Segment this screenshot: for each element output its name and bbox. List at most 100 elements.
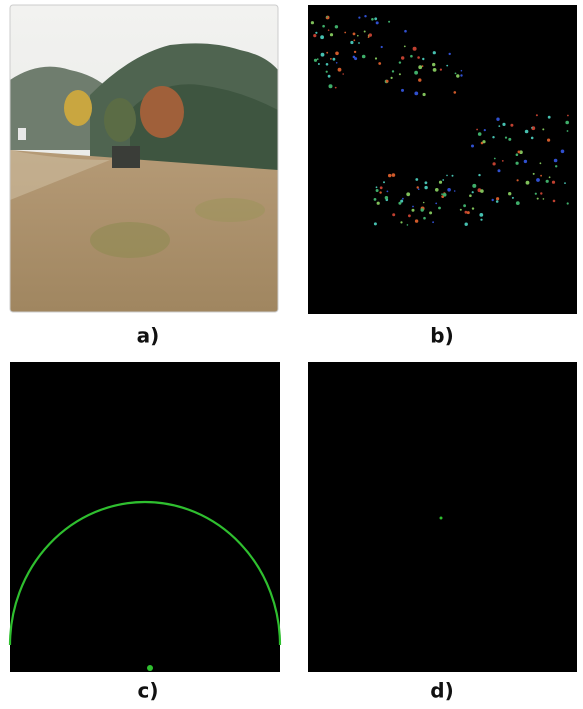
point [415, 178, 418, 181]
point [554, 159, 558, 163]
point [321, 53, 325, 57]
point [402, 198, 404, 200]
point [335, 87, 337, 89]
point [561, 150, 565, 154]
point [391, 77, 393, 79]
point [371, 18, 374, 21]
point [376, 189, 379, 192]
point [392, 213, 395, 216]
point [548, 116, 551, 119]
point [412, 206, 414, 208]
point [432, 63, 435, 66]
point [479, 213, 483, 217]
point [446, 65, 448, 67]
point [379, 191, 381, 193]
point [378, 62, 381, 65]
point [549, 176, 551, 178]
point [435, 203, 437, 205]
point [553, 200, 556, 203]
point [465, 223, 468, 226]
point [328, 75, 331, 78]
point [508, 192, 511, 195]
point [357, 35, 359, 37]
point [377, 202, 380, 205]
point [335, 52, 339, 56]
point [311, 21, 314, 24]
point [415, 219, 418, 222]
point [350, 41, 353, 44]
point [543, 198, 545, 200]
point [452, 175, 454, 177]
point [476, 129, 478, 131]
point [524, 160, 527, 163]
point [535, 193, 537, 195]
point [383, 181, 385, 183]
point [422, 58, 424, 60]
point [432, 221, 434, 223]
point [439, 181, 442, 184]
point [330, 33, 333, 36]
point [478, 132, 482, 136]
point [496, 200, 499, 203]
point [369, 33, 372, 36]
point [364, 15, 366, 17]
point [399, 73, 401, 75]
point [344, 32, 346, 34]
point [376, 186, 378, 188]
point [482, 140, 485, 143]
point [537, 198, 539, 200]
point [388, 174, 391, 177]
point [354, 57, 357, 60]
point [410, 55, 413, 58]
point [326, 63, 329, 66]
point [381, 46, 383, 48]
point [508, 138, 511, 141]
point [392, 173, 396, 177]
point [414, 92, 418, 96]
point [472, 191, 474, 193]
point [449, 53, 451, 55]
figure: a) b) c) d) [0, 0, 583, 709]
point [322, 25, 325, 28]
point [555, 165, 557, 167]
point [510, 124, 513, 127]
point [565, 121, 569, 125]
point [380, 186, 383, 189]
point [353, 33, 356, 36]
point [417, 56, 420, 59]
point [400, 221, 402, 223]
point [333, 58, 336, 61]
panel-label: c) [138, 679, 159, 703]
point [492, 199, 494, 201]
point [546, 180, 549, 183]
point [424, 186, 427, 189]
point [564, 182, 566, 184]
point [413, 47, 417, 51]
point [536, 114, 538, 116]
point [525, 130, 529, 134]
point [423, 217, 426, 220]
point [358, 17, 360, 19]
point [480, 219, 482, 221]
point [512, 197, 514, 199]
point [438, 207, 441, 210]
point [540, 175, 542, 177]
point [502, 160, 504, 162]
point [552, 181, 555, 184]
point [443, 193, 447, 197]
point-cloud-panel [308, 5, 577, 314]
point [368, 36, 370, 38]
point [315, 32, 317, 34]
point [406, 192, 410, 196]
point [375, 57, 377, 59]
point [460, 74, 462, 76]
point [484, 129, 486, 131]
panel-label: d) [430, 679, 453, 703]
point [329, 84, 333, 88]
point [478, 174, 480, 176]
point [358, 42, 360, 44]
point [516, 153, 519, 156]
point [376, 21, 379, 24]
point [498, 125, 500, 127]
point [567, 130, 569, 132]
